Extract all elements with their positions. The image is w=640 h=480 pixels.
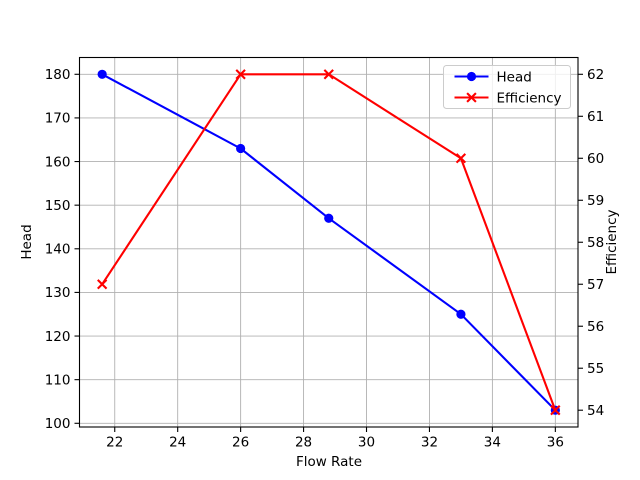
left-y-tick-label: 160	[45, 154, 71, 170]
data-point-marker	[456, 309, 466, 319]
data-point-marker	[236, 143, 246, 154]
right-y-axis-label: Efficiency	[604, 209, 620, 274]
left-y-tick-label: 120	[45, 329, 71, 345]
plot-border	[78, 56, 579, 428]
x-tick-label: 36	[547, 435, 564, 451]
left-y-tick-label: 110	[45, 372, 71, 388]
right-y-tick-label: 58	[587, 235, 604, 251]
data-point-marker	[235, 69, 246, 80]
data-point-marker	[455, 153, 467, 164]
legend: Head Efficiency	[443, 65, 571, 109]
left-y-axis-label: Head	[19, 224, 35, 259]
left-y-tick-label: 180	[45, 67, 71, 83]
gridlines	[79, 57, 578, 427]
right-y-tick-label: 55	[587, 361, 604, 377]
x-tick-label: 24	[169, 435, 186, 451]
series-line-efficiency	[101, 73, 557, 411]
x-tick-label: 30	[358, 435, 375, 451]
left-y-tick-label: 150	[45, 198, 71, 214]
legend-entry-head: Head	[454, 69, 532, 85]
x-tick-label: 34	[484, 435, 501, 451]
x-tick-label: 22	[106, 435, 123, 451]
x-tick-label: 32	[421, 435, 438, 451]
right-y-tick-label: 59	[587, 193, 604, 209]
data-point-marker	[323, 69, 334, 80]
axes-frame: 22 24 26 28 30 32 34 36 100 110 120 130 140 150 160 170…	[45, 56, 604, 451]
series-head	[97, 69, 560, 415]
left-y-tick-label: 170	[45, 111, 71, 127]
left-y-tick-label: 100	[45, 416, 71, 432]
x-tick-label: 26	[232, 435, 249, 451]
data-point-marker	[324, 213, 334, 223]
x-axis-label: Flow Rate	[296, 454, 362, 470]
legend-label: Head	[497, 69, 532, 85]
right-y-tick-label: 61	[587, 109, 604, 125]
data-point-marker	[97, 279, 108, 290]
data-point-marker	[550, 405, 561, 416]
data-series	[97, 69, 561, 416]
series-efficiency	[97, 69, 561, 416]
right-y-tick-label: 54	[587, 403, 604, 419]
right-y-tick-label: 57	[587, 277, 604, 293]
right-y-tick-label: 60	[587, 151, 604, 167]
right-y-tick-label: 62	[587, 67, 604, 83]
series-line-head	[101, 73, 557, 411]
data-point-marker	[466, 92, 477, 103]
data-point-marker	[466, 71, 477, 82]
x-tick-label: 28	[295, 435, 312, 451]
legend-entry-efficiency: Efficiency	[454, 90, 562, 106]
left-y-tick-label: 130	[45, 285, 71, 301]
right-y-tick-label: 56	[587, 319, 604, 335]
left-y-tick-label: 140	[45, 242, 71, 258]
data-point-marker	[97, 69, 107, 79]
legend-label: Efficiency	[497, 90, 562, 106]
